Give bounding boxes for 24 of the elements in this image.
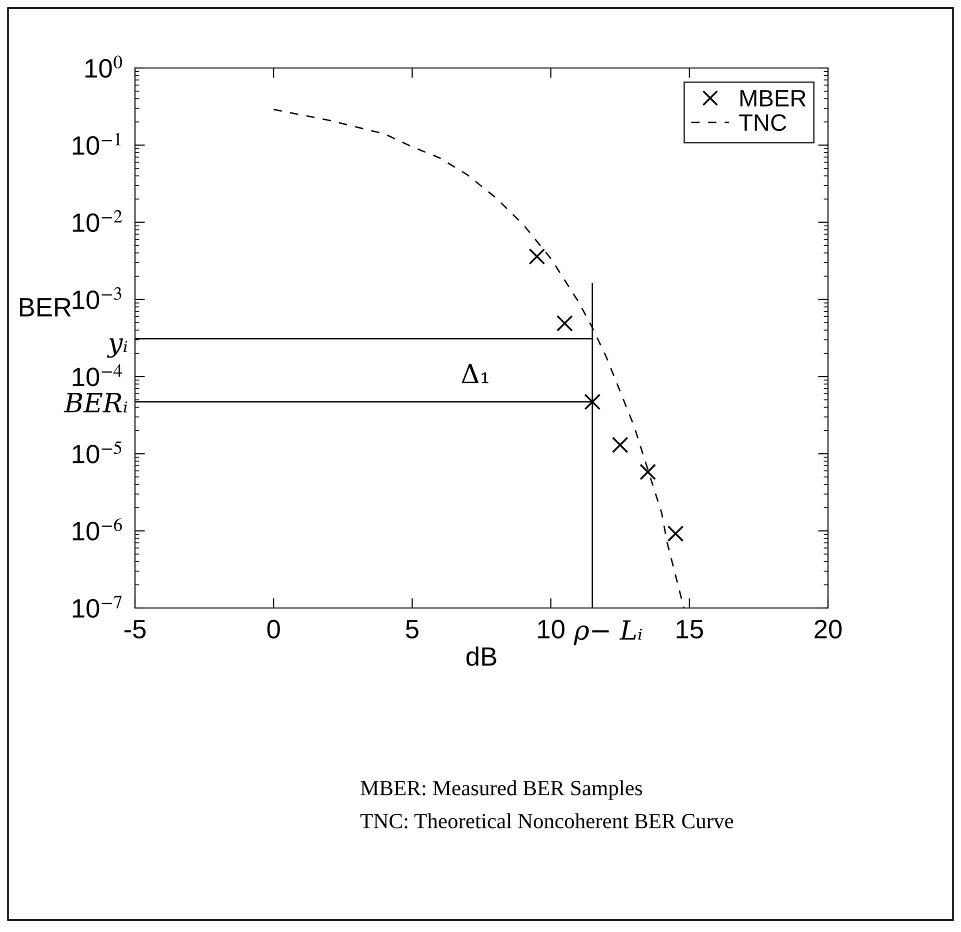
y-tick-label: 10$^{−4}$: [72, 364, 122, 386]
x-tick-label: -5: [124, 620, 146, 638]
x-tick-label: 10: [538, 620, 564, 638]
y-tick-label: 10$^{−5}$: [72, 441, 122, 464]
text: BERᵢ: [64, 393, 128, 412]
text: ρ− Lᵢ: [574, 620, 642, 646]
y-tick-label: 10$^{−7}$: [72, 596, 122, 618]
y-tick-label: 10$^{−3}$: [72, 287, 122, 310]
text: MBER: Measured BER Samples: [360, 780, 642, 800]
text: TNC: Theoretical Noncoherent BER Curve: [360, 813, 734, 828]
y-axis-title: BER: [20, 298, 71, 316]
x-axis-title: dB: [466, 646, 496, 666]
y-tick-label: 10$^{−6}$: [72, 518, 122, 540]
y-tick-label: 10$^{0}$: [86, 56, 122, 78]
x-tick-label: 5: [406, 620, 418, 638]
legend-label: MBER: [740, 90, 806, 106]
annotation: Δ₁: [462, 364, 488, 384]
x-tick-label: 15: [676, 620, 703, 638]
x-tick-label: 0: [267, 620, 280, 638]
legend-label: TNC: [739, 114, 786, 131]
y-tick-label: 10$^{−1}$: [72, 132, 121, 155]
x-tick-label: 20: [814, 620, 842, 638]
text: yᵢ: [106, 338, 128, 358]
y-tick-label: 10$^{−2}$: [72, 210, 122, 232]
